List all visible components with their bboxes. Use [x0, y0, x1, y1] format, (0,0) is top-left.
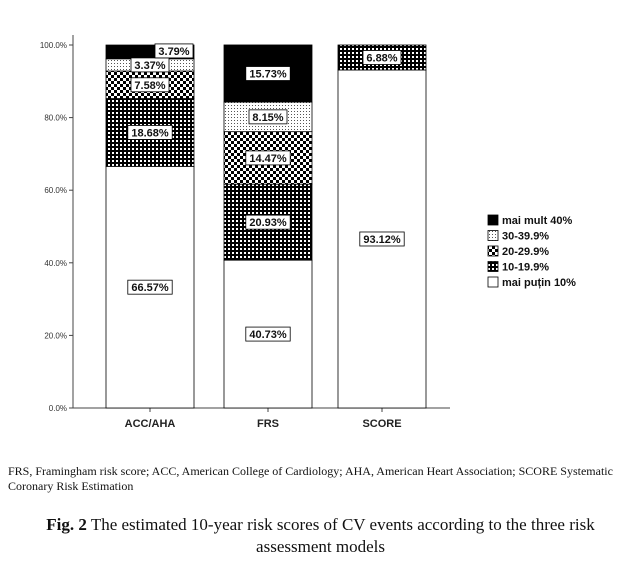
figure-caption-text: The estimated 10-year risk scores of CV … — [86, 515, 595, 556]
y-tick-label: 80.0% — [44, 114, 67, 123]
data-label-box — [130, 77, 170, 93]
y-tick-label: 100.0% — [40, 41, 67, 50]
legend-label: 10-19.9% — [502, 262, 549, 274]
legend-swatch — [487, 245, 499, 257]
data-label: 66.57% — [131, 282, 169, 294]
data-label-box — [245, 326, 291, 342]
legend-label: mai puțin 10% — [502, 277, 576, 289]
y-tick-label: 20.0% — [44, 331, 67, 340]
data-label-box — [248, 109, 288, 125]
data-label: 3.79% — [158, 46, 189, 58]
x-tick-label: ACC/AHA — [125, 418, 176, 430]
data-label: 20.93% — [249, 217, 287, 229]
data-label-box — [245, 214, 291, 230]
data-label: 3.37% — [134, 60, 165, 72]
data-label: 18.68% — [131, 127, 169, 139]
legend-swatch — [487, 261, 499, 272]
data-labels-group: 66.57% 18.68% 7.58% 3.37% 3.79% 40.73% 20.93% 1… — [127, 43, 405, 342]
data-label-box — [245, 66, 291, 81]
legend-swatch — [487, 214, 499, 226]
footnote: FRS, Framingham risk score; ACC, America… — [8, 464, 613, 493]
chart-axes: 0.0% 20.0% 40.0% 60.0% 80.0% 100.0% ACC/AHA FRS… — [40, 35, 450, 430]
data-label: 8.15% — [252, 112, 283, 124]
data-label: 7.58% — [134, 80, 165, 92]
figure-label: Fig. 2 — [46, 515, 87, 534]
data-label-box — [130, 57, 170, 73]
data-label-box — [127, 279, 173, 295]
y-tick-label: 40.0% — [44, 259, 67, 268]
legend-label: mai mult 40% — [502, 215, 573, 227]
y-tick-label: 0.0% — [49, 404, 67, 413]
data-label-box — [154, 43, 194, 59]
legend: mai mult 40% 30-39.9% 20-29.9% 10-19.9% mai … — [487, 214, 576, 289]
figure-caption: Fig. 2 The estimated 10-year risk scores… — [8, 514, 633, 558]
legend-label: 20-29.9% — [502, 246, 549, 258]
x-tick-label: FRS — [257, 418, 279, 430]
data-label: 6.88% — [366, 52, 397, 64]
data-label-box — [359, 231, 405, 247]
data-label: 14.47% — [249, 153, 287, 165]
legend-swatch — [487, 230, 499, 241]
stacked-bar-chart: 0.0% 20.0% 40.0% 60.0% 80.0% 100.0% ACC/AHA FRS… — [40, 35, 576, 430]
legend-label: 30-39.9% — [502, 231, 549, 243]
data-label-box — [127, 125, 173, 140]
data-label: 15.73% — [249, 69, 287, 81]
y-tick-label: 60.0% — [44, 186, 67, 195]
data-label: 93.12% — [363, 234, 401, 246]
data-label-box — [245, 150, 291, 166]
data-label-box — [362, 50, 402, 65]
x-tick-label: SCORE — [362, 418, 401, 430]
data-label: 40.73% — [249, 329, 287, 341]
legend-swatch — [487, 276, 499, 288]
